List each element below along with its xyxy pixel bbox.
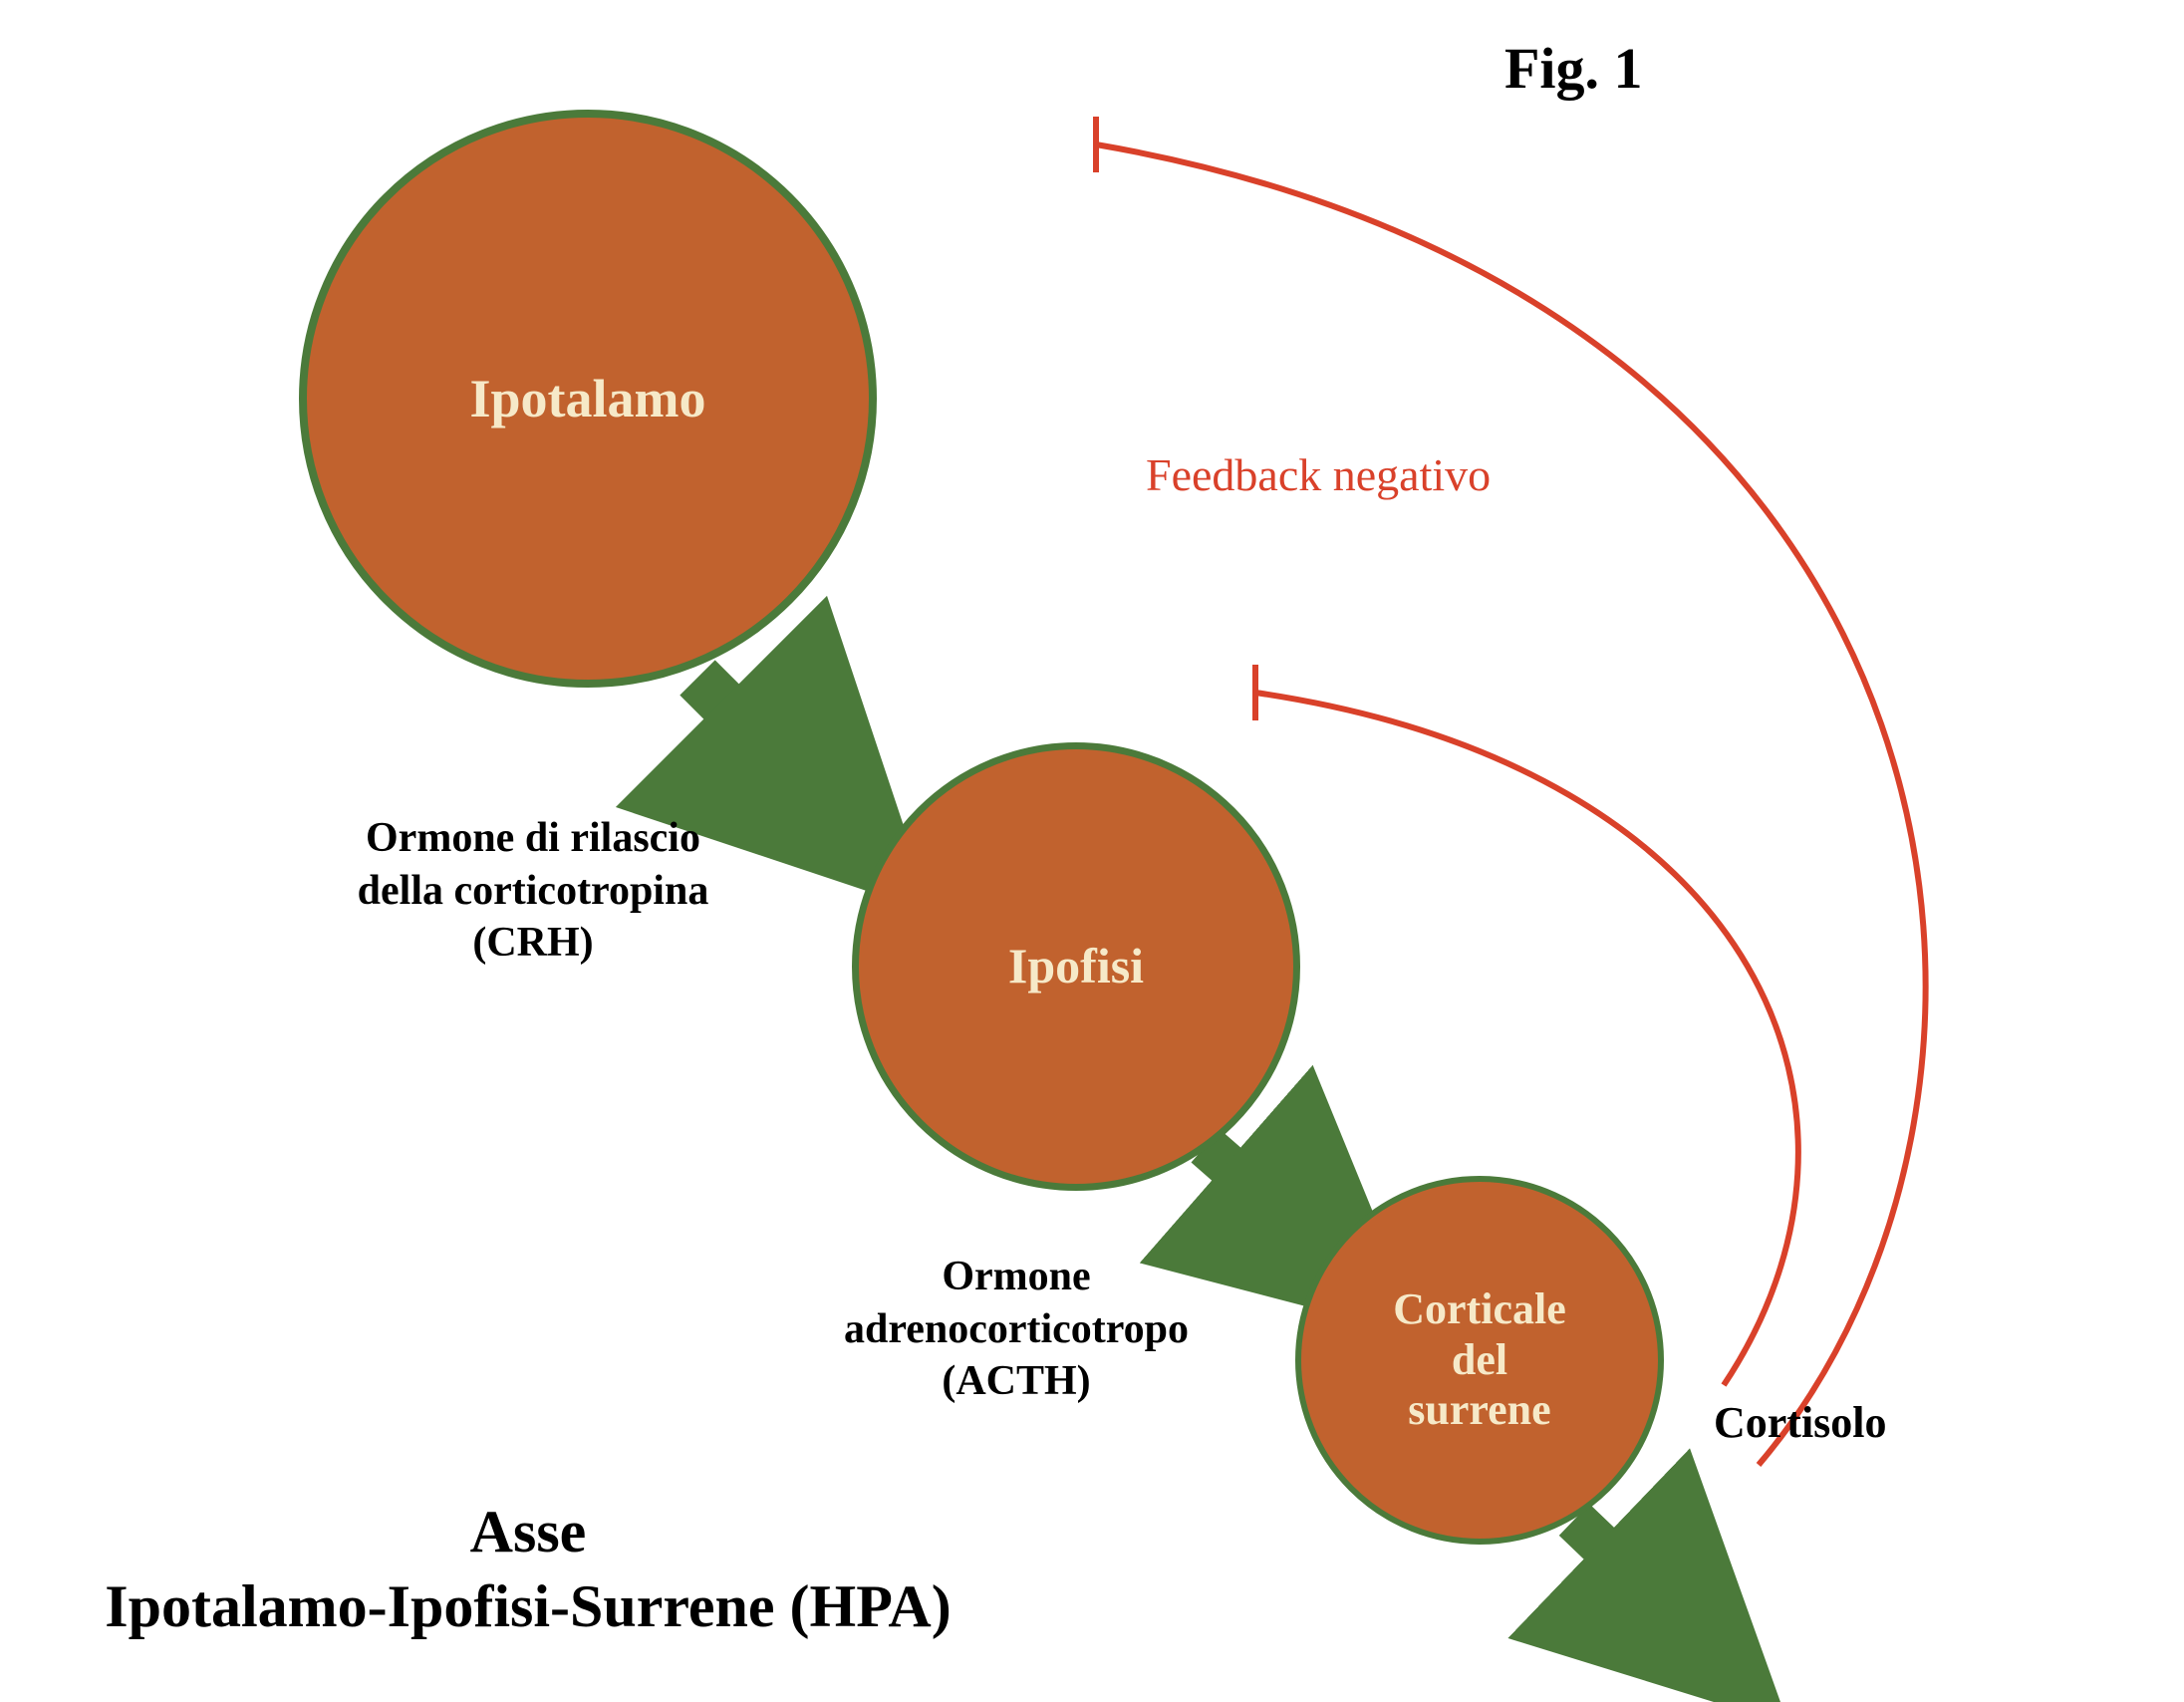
node-hypothalamus: Ipotalamo	[299, 110, 877, 688]
node-pituitary: Ipofisi	[852, 742, 1300, 1191]
crh-line3: (CRH)	[294, 917, 772, 970]
crh-line2: della corticotropina	[294, 865, 772, 918]
crh-line1: Ormone di rilascio	[294, 812, 772, 865]
hormone-acth-label: Ormone adrenocorticotropo (ACTH)	[787, 1251, 1245, 1408]
arrow-a1	[697, 678, 827, 807]
axis-title-line1: Asse	[30, 1495, 1026, 1569]
arrow-a2	[1206, 1146, 1325, 1251]
axis-title-line2: Ipotalamo-Ipofisi-Surrene (HPA)	[30, 1569, 1026, 1644]
hormone-crh-label: Ormone di rilascio della corticotropina …	[294, 812, 772, 970]
arrow-a3	[1574, 1520, 1694, 1634]
node-pituitary-label: Ipofisi	[1008, 938, 1144, 995]
node-adrenal: Corticaledelsurrene	[1295, 1176, 1664, 1545]
figure-title: Fig. 1	[1504, 35, 1643, 102]
acth-line3: (ACTH)	[787, 1355, 1245, 1408]
axis-title: Asse Ipotalamo-Ipofisi-Surrene (HPA)	[30, 1495, 1026, 1644]
node-adrenal-label: Corticaledelsurrene	[1393, 1284, 1565, 1436]
feedback-negative-label: Feedback negativo	[1146, 448, 1491, 501]
acth-line2: adrenocorticotropo	[787, 1303, 1245, 1356]
node-hypothalamus-label: Ipotalamo	[469, 368, 705, 429]
hormone-cortisol-label: Cortisolo	[1714, 1395, 1887, 1450]
acth-line1: Ormone	[787, 1251, 1245, 1303]
